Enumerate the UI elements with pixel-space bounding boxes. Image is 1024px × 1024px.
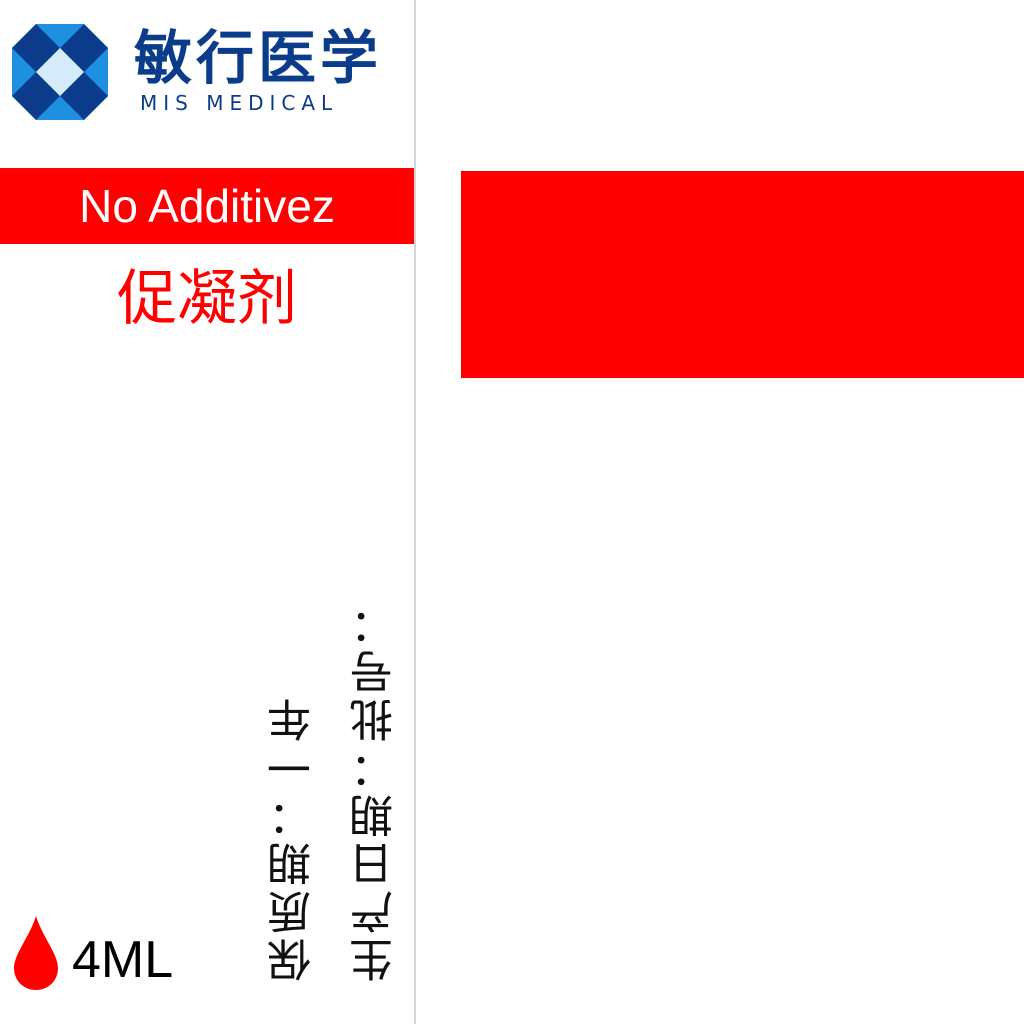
volume-label: 4ML [72, 931, 174, 989]
additive-name-cn: 促凝剂 [117, 264, 297, 334]
batch-number-label: 批号： [350, 598, 401, 742]
cap-color-swatch [461, 171, 1024, 378]
brand-mark-icon [12, 24, 108, 120]
production-date-label: 生产日期： [350, 742, 401, 982]
brand-name-cn: 敏行医学 [134, 24, 383, 92]
additive-name-en: No Additivez [79, 180, 335, 232]
brand-logo: 敏行医学 MIS MEDICAL [12, 24, 412, 124]
additive-band: No Additivez [0, 168, 414, 244]
blood-drop-icon [14, 916, 58, 990]
brand-name-en: MIS MEDICAL [140, 91, 339, 115]
shelf-life-text: 保质期：一年 [268, 694, 319, 982]
label-panel: 敏行医学 MIS MEDICAL No Additivez 促凝剂 保质期：一年… [0, 0, 416, 1024]
info-column: 生产日期： 批号： [350, 598, 401, 982]
